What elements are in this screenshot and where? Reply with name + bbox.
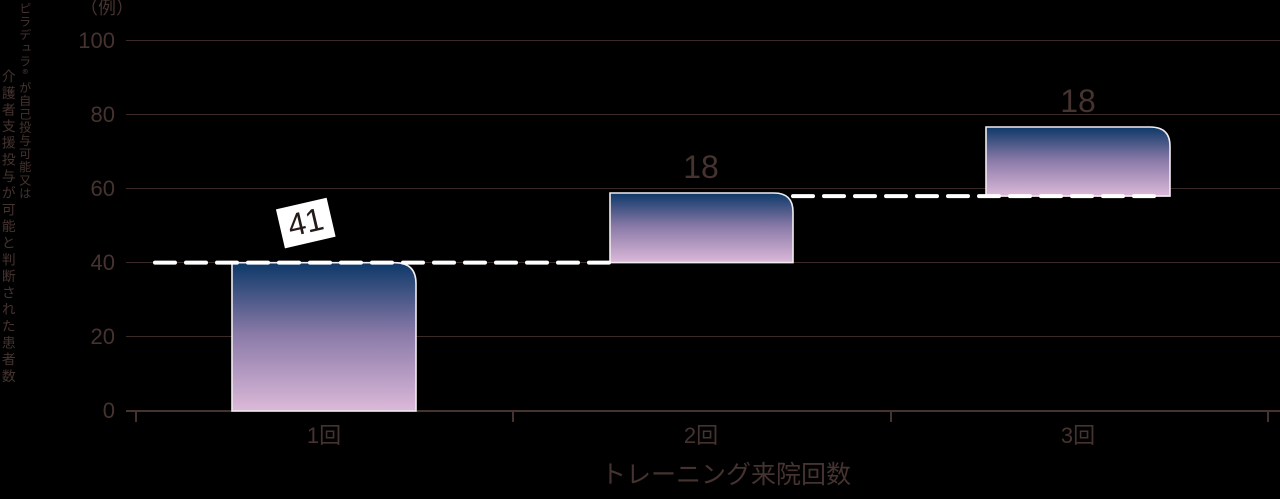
svg-text:1回: 1回 bbox=[307, 423, 341, 448]
svg-text:（例）: （例） bbox=[80, 0, 134, 18]
svg-text:100: 100 bbox=[78, 28, 115, 53]
svg-text:80: 80 bbox=[91, 102, 115, 127]
svg-text:0: 0 bbox=[103, 398, 115, 423]
svg-text:40: 40 bbox=[91, 250, 115, 275]
svg-text:20: 20 bbox=[91, 324, 115, 349]
svg-text:3回: 3回 bbox=[1061, 423, 1095, 448]
svg-text:60: 60 bbox=[91, 176, 115, 201]
svg-text:2回: 2回 bbox=[684, 423, 718, 448]
svg-text:18: 18 bbox=[683, 149, 719, 185]
svg-text:18: 18 bbox=[1060, 83, 1096, 119]
svg-text:トレーニング来院回数: トレーニング来院回数 bbox=[601, 461, 851, 489]
